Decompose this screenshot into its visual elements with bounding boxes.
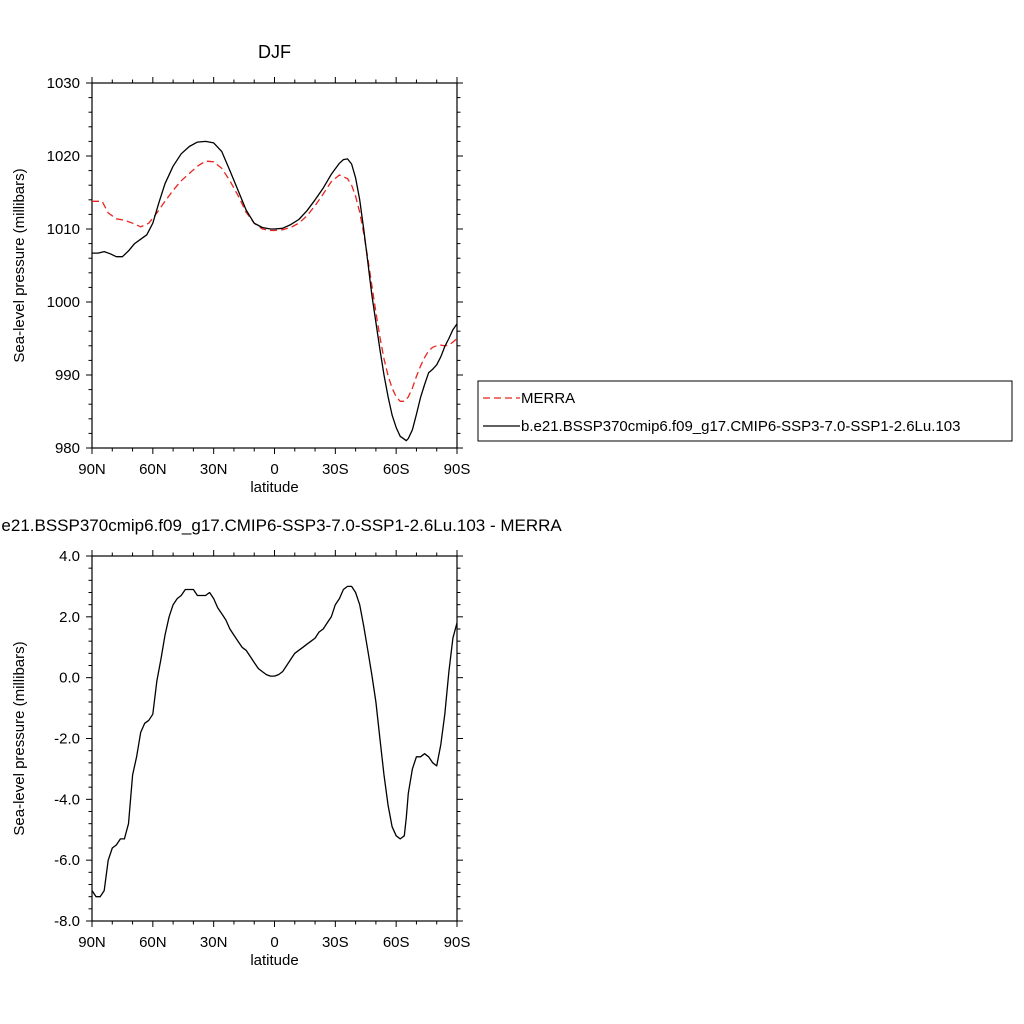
x-tick-label: 60S: [383, 934, 410, 951]
x-tick-label: 90N: [78, 934, 106, 951]
y-tick-label: -8.0: [54, 913, 80, 930]
x-tick-label: 30S: [322, 461, 349, 478]
legend-box: [477, 380, 1013, 442]
legend-label: MERRA: [521, 390, 575, 407]
y-axis-label: Sea-level pressure (millibars): [11, 168, 28, 362]
chart-djf: 90N 60N 30N 0 30S 60S 90S 980 990 1000 1010 1020 103…: [11, 42, 470, 496]
x-tick-label: 90N: [78, 461, 106, 478]
plot-frame: [91, 555, 458, 922]
x-tick-label: 0: [270, 934, 278, 951]
y-tick-label: 2.0: [59, 609, 80, 626]
x-axis-label: latitude: [250, 479, 298, 496]
y-axis-label: Sea-level pressure (millibars): [11, 641, 28, 835]
y-tick-label: -2.0: [54, 731, 80, 748]
legend-label: b.e21.BSSP370cmip6.f09_g17.CMIP6-SSP3-7.…: [521, 418, 960, 435]
model-series-line: [92, 140, 458, 442]
x-tick-label: 90S: [444, 934, 471, 951]
x-tick-label: 0: [270, 461, 278, 478]
y-tick-label: 1020: [47, 148, 80, 165]
chart-title: DJF: [258, 42, 291, 62]
y-tick-label: 4.0: [59, 548, 80, 565]
x-tick-label: 90S: [444, 461, 471, 478]
x-tick-label: 30N: [200, 461, 228, 478]
y-tick-label: -6.0: [54, 852, 80, 869]
y-tick-label: -4.0: [54, 791, 80, 808]
x-tick-label: 30N: [200, 934, 228, 951]
legend: MERRA b.e21.BSSP370cmip6.f09_g17.CMIP6-SS…: [477, 380, 1013, 442]
x-tick-label: 30S: [322, 934, 349, 951]
plot-frame: [91, 82, 458, 449]
y-tick-label: 0.0: [59, 670, 80, 687]
x-axis-label: latitude: [250, 952, 298, 969]
chart-title: b.e21.BSSP370cmip6.f09_g17.CMIP6-SSP3-7.…: [0, 516, 562, 535]
y-tick-label: 980: [55, 440, 80, 457]
y-tick-label: 1000: [47, 294, 80, 311]
x-tick-label: 60S: [383, 461, 410, 478]
y-tick-label: 990: [55, 367, 80, 384]
y-tick-label: 1030: [47, 75, 80, 92]
y-tick-label: 1010: [47, 221, 80, 238]
merra-series-line: [92, 160, 458, 402]
model-series-line: [91, 585, 458, 898]
chart-difference: 90N 60N 30N 0 30S 60S 90S -8.0 -6.0 -4.0 -2.0 0.0 2.…: [0, 516, 562, 969]
x-tick-label: 60N: [139, 461, 167, 478]
x-tick-label: 60N: [139, 934, 167, 951]
